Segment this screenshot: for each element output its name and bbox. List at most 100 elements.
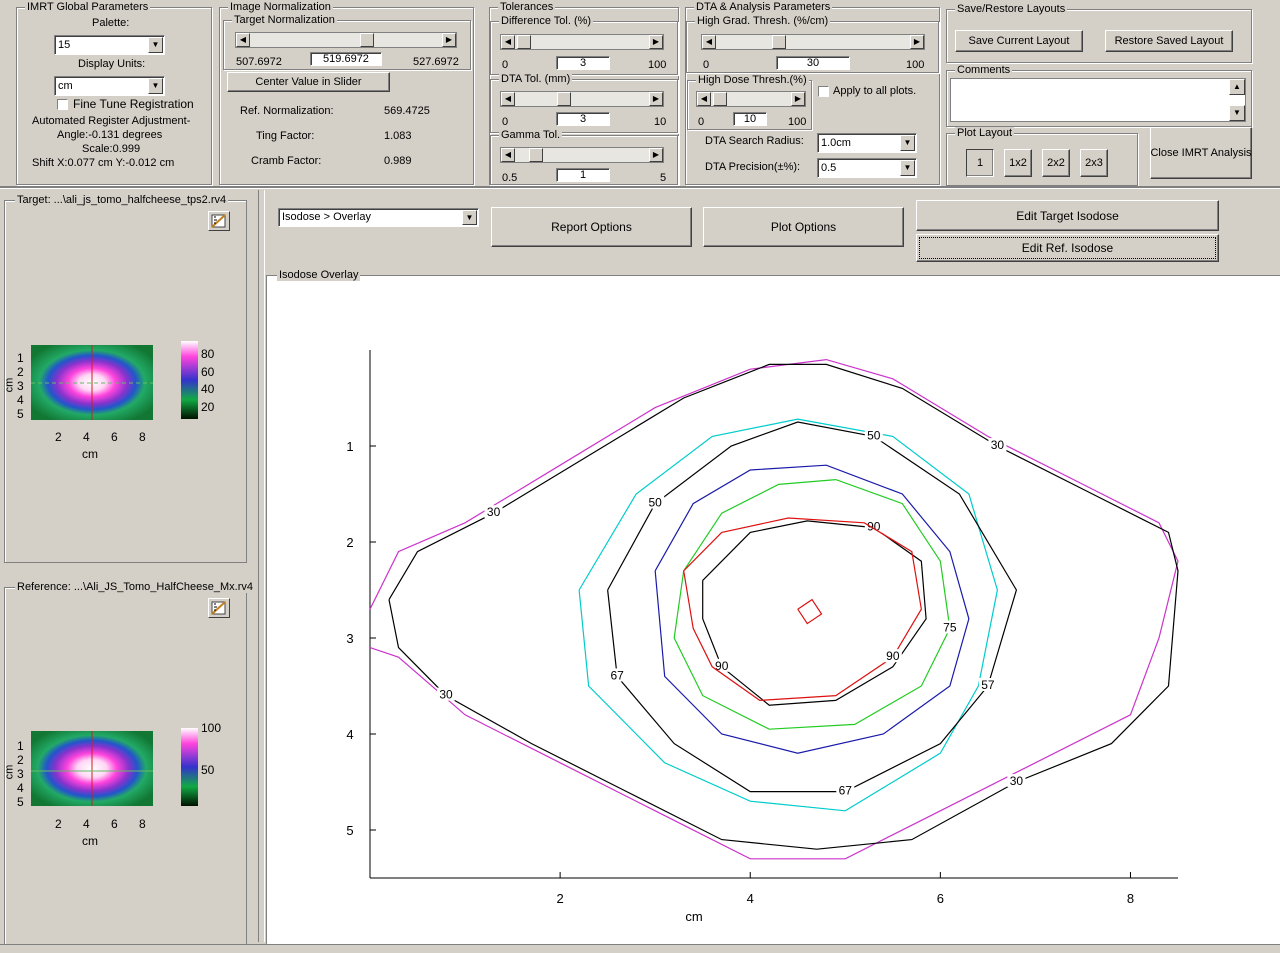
arrow-right-icon[interactable]: ▶ (442, 33, 456, 47)
isodose-label-bg-3-4 (608, 668, 627, 682)
gamma-tol-field[interactable]: 1 (556, 168, 610, 182)
norm-current-field[interactable]: 519.6972 (310, 52, 382, 66)
comments-group: Comments ▲ ▼ (946, 64, 1252, 127)
chevron-down-icon: ▼ (900, 160, 915, 176)
imrt-global-params-group: IMRT Global Parameters Palette: 15 ▼ Dis… (16, 1, 212, 185)
target-cbar-label-0: 80 (201, 347, 215, 361)
view-select[interactable]: Isodose > Overlay ▼ (278, 208, 479, 227)
normalization-slider[interactable]: ◀ ▶ (235, 32, 457, 48)
arrow-right-icon[interactable]: ▶ (910, 35, 924, 49)
ref-xtick-3: 8 (139, 817, 146, 831)
layout-2x2-button[interactable]: 2x2 (1042, 149, 1070, 177)
isodose-label-1-2: 30 (1010, 774, 1024, 788)
layout-1-button[interactable]: 1 (966, 149, 994, 177)
isodose-line-7 (683, 517, 922, 702)
edit-target-isodose-button[interactable]: Edit Target Isodose (916, 200, 1219, 231)
layout-2x3-button[interactable]: 2x3 (1080, 149, 1108, 177)
close-imrt-button[interactable]: Close IMRT Analysis (1150, 127, 1252, 179)
arrow-right-icon[interactable]: ▶ (649, 92, 663, 106)
gamma-tol-thumb[interactable] (529, 148, 543, 162)
comments-textarea[interactable]: ▲ ▼ (950, 78, 1246, 122)
isodose-label-bg-3-2 (978, 678, 997, 691)
isodose-line-8 (797, 598, 823, 625)
dta-search-select[interactable]: 1.0cm ▼ (817, 133, 917, 153)
ref-ytick-2: 3 (17, 767, 24, 781)
arrow-right-icon[interactable]: ▶ (791, 92, 805, 106)
normalization-slider-thumb[interactable] (360, 33, 374, 47)
scroll-up-icon[interactable]: ▲ (1229, 79, 1245, 95)
tolerances-group: Tolerances Difference Tol. (%) ◀ ▶ 0 3 1… (489, 1, 679, 185)
arrow-right-icon[interactable]: ▶ (649, 148, 663, 162)
apply-all-checkbox[interactable] (818, 86, 829, 97)
gamma-tol-slider[interactable]: ◀ ▶ (500, 147, 664, 163)
restore-layout-button[interactable]: Restore Saved Layout (1105, 30, 1233, 52)
x-tick-label-1: 4 (747, 891, 754, 906)
ruler-tool-icon[interactable] (208, 598, 230, 618)
high-dose-slider[interactable]: ◀ ▶ (696, 91, 806, 107)
arrow-right-icon[interactable]: ▶ (649, 35, 663, 49)
fine-tune-checkbox[interactable] (57, 99, 68, 110)
layout-1x2-button[interactable]: 1x2 (1004, 149, 1032, 177)
high-grad-thumb[interactable] (772, 35, 786, 49)
high-grad-max: 100 (906, 59, 925, 71)
arrow-left-icon[interactable]: ◀ (501, 92, 515, 106)
target-xtick-3: 8 (139, 430, 146, 444)
palette-select[interactable]: 15 ▼ (54, 35, 165, 55)
high-dose-field[interactable]: 10 (733, 112, 767, 126)
display-units-label: Display Units: (78, 58, 146, 70)
high-grad-group: High Grad. Thresh. (%/cm) (686, 15, 939, 73)
y-tick-label-3: 4 (346, 727, 353, 742)
difference-tol-field[interactable]: 3 (556, 56, 610, 70)
x-axis-label: cm (685, 909, 702, 924)
shift-value: Shift X:0.077 cm Y:-0.012 cm (32, 157, 175, 169)
difference-tol-title: Difference Tol. (%) (499, 15, 594, 27)
panel-splitter[interactable] (258, 190, 265, 942)
save-restore-title: Save/Restore Layouts (955, 3, 1068, 15)
dta-tol-group: DTA Tol. (mm) (490, 73, 678, 133)
arrow-left-icon[interactable]: ◀ (697, 92, 711, 106)
dta-tol-min: 0 (502, 116, 509, 128)
palette-label: Palette: (92, 17, 130, 29)
target-yaxis-label: cm (3, 377, 16, 393)
cramb-factor-value: 0.989 (384, 155, 412, 167)
dta-precision-select[interactable]: 0.5 ▼ (817, 158, 917, 178)
isodose-label-6-1: 90 (715, 659, 729, 673)
isodose-line-6 (702, 520, 927, 706)
dta-tol-slider[interactable]: ◀ ▶ (500, 91, 664, 107)
ruler-tool-icon[interactable] (208, 211, 230, 231)
edit-ref-isodose-button[interactable]: Edit Ref. Isodose (916, 234, 1219, 262)
difference-tol-thumb[interactable] (517, 35, 531, 49)
save-layout-button[interactable]: Save Current Layout (955, 30, 1083, 52)
arrow-left-icon[interactable]: ◀ (236, 33, 250, 47)
high-dose-group: High Dose Thresh.(%) (687, 74, 812, 130)
plot-options-button[interactable]: Plot Options (703, 207, 904, 247)
difference-tol-slider[interactable]: ◀ ▶ (500, 34, 664, 50)
isodose-overlay-pane: Isodose Overlay (266, 269, 1280, 947)
ting-factor-label: Ting Factor: (256, 130, 315, 142)
scroll-down-icon[interactable]: ▼ (1229, 105, 1245, 121)
high-grad-field[interactable]: 30 (776, 56, 850, 70)
isodose-label-bg-1-2 (1007, 774, 1026, 787)
high-grad-slider[interactable]: ◀ ▶ (701, 34, 925, 50)
target-cbar-label-3: 20 (201, 399, 215, 414)
fine-tune-label: Fine Tune Registration (73, 97, 194, 111)
arrow-left-icon[interactable]: ◀ (501, 148, 515, 162)
dta-tol-thumb[interactable] (557, 92, 571, 106)
high-dose-thumb[interactable] (713, 92, 727, 106)
center-value-button[interactable]: Center Value in Slider (227, 72, 390, 92)
isodose-label-bg-1-1 (988, 438, 1007, 451)
isodose-label-1-3: 30 (439, 688, 453, 702)
dta-tol-field[interactable]: 3 (556, 112, 610, 126)
isodose-label-7-0: 90 (886, 649, 900, 663)
arrow-left-icon[interactable]: ◀ (501, 35, 515, 49)
ref-ytick-4: 5 (17, 795, 24, 809)
dta-tol-title: DTA Tol. (mm) (499, 73, 573, 85)
reference-yaxis-label: cm (3, 764, 16, 780)
display-units-select[interactable]: cm ▼ (54, 76, 165, 96)
report-options-button[interactable]: Report Options (491, 207, 692, 247)
arrow-left-icon[interactable]: ◀ (702, 35, 716, 49)
high-grad-min: 0 (703, 59, 710, 71)
norm-min-value: 507.6972 (236, 56, 282, 68)
ref-ytick-3: 4 (17, 781, 24, 795)
chevron-down-icon: ▼ (148, 37, 163, 53)
